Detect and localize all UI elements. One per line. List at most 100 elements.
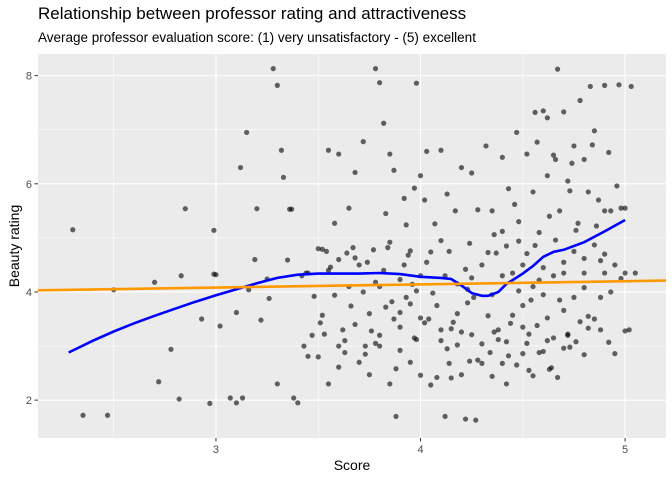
data-point bbox=[557, 297, 563, 303]
x-axis-ticks: 3 4 5 bbox=[213, 438, 628, 456]
data-point bbox=[524, 340, 530, 346]
data-point bbox=[514, 129, 520, 136]
data-point bbox=[381, 267, 387, 273]
data-point bbox=[207, 400, 213, 406]
data-point bbox=[571, 143, 577, 149]
data-point bbox=[372, 66, 379, 72]
data-point bbox=[550, 273, 557, 279]
data-point bbox=[311, 293, 317, 299]
data-point bbox=[595, 197, 602, 203]
data-point bbox=[70, 227, 76, 233]
data-point bbox=[544, 315, 550, 321]
data-point bbox=[252, 256, 258, 263]
data-point bbox=[524, 250, 530, 257]
data-point bbox=[417, 173, 424, 179]
data-point bbox=[503, 243, 510, 249]
data-point bbox=[550, 335, 557, 341]
data-point bbox=[342, 338, 348, 344]
data-point bbox=[544, 173, 550, 179]
data-point bbox=[493, 250, 499, 256]
data-point bbox=[573, 339, 579, 345]
data-point bbox=[467, 240, 473, 246]
data-point bbox=[213, 272, 219, 278]
data-point bbox=[233, 400, 240, 406]
data-point bbox=[628, 83, 634, 90]
data-point bbox=[540, 292, 546, 298]
data-point bbox=[401, 262, 407, 268]
data-point bbox=[458, 329, 465, 335]
data-point bbox=[383, 304, 389, 310]
data-point bbox=[428, 249, 434, 255]
data-point bbox=[581, 255, 587, 262]
data-point bbox=[381, 120, 387, 126]
data-point bbox=[487, 349, 493, 356]
data-point bbox=[471, 294, 477, 300]
data-point bbox=[182, 206, 188, 212]
data-point bbox=[346, 205, 352, 211]
data-point bbox=[520, 324, 526, 330]
data-point bbox=[516, 238, 522, 244]
x-tick-label: 3 bbox=[213, 444, 219, 456]
data-point bbox=[591, 128, 598, 134]
y-tick-label: 4 bbox=[26, 287, 32, 299]
data-point bbox=[499, 360, 505, 366]
data-point bbox=[526, 367, 532, 373]
data-point bbox=[362, 351, 368, 357]
data-point bbox=[618, 205, 624, 211]
data-point bbox=[509, 270, 516, 276]
data-point bbox=[614, 183, 620, 189]
x-axis-title: Score bbox=[334, 457, 371, 473]
data-point bbox=[387, 239, 393, 245]
data-point bbox=[319, 312, 325, 318]
data-point bbox=[417, 315, 424, 321]
data-point bbox=[80, 412, 86, 418]
data-point bbox=[407, 301, 413, 307]
data-point bbox=[446, 360, 452, 366]
data-point bbox=[530, 283, 536, 290]
data-point bbox=[499, 154, 505, 160]
data-point bbox=[274, 381, 280, 387]
data-point bbox=[391, 316, 397, 322]
data-point bbox=[332, 292, 338, 298]
data-point bbox=[585, 313, 591, 319]
data-point bbox=[352, 169, 358, 176]
data-point bbox=[608, 289, 614, 295]
data-point bbox=[266, 295, 272, 302]
data-point bbox=[475, 357, 481, 363]
chart-title: Relationship between professor rating an… bbox=[38, 4, 467, 23]
x-tick-label: 5 bbox=[622, 444, 628, 456]
data-point bbox=[548, 365, 555, 371]
data-point bbox=[585, 325, 591, 331]
data-point bbox=[591, 316, 598, 322]
data-point bbox=[571, 248, 577, 255]
data-point bbox=[403, 222, 409, 228]
data-point bbox=[327, 264, 334, 270]
data-point bbox=[321, 331, 327, 337]
data-point bbox=[532, 109, 538, 116]
data-point bbox=[612, 351, 618, 357]
data-point bbox=[356, 262, 362, 268]
data-point bbox=[254, 206, 260, 212]
data-point bbox=[291, 395, 297, 401]
data-point bbox=[491, 232, 497, 238]
data-point bbox=[317, 320, 323, 326]
data-point bbox=[448, 326, 454, 332]
data-point bbox=[289, 206, 295, 212]
y-axis-ticks: 2 4 6 8 bbox=[26, 71, 38, 407]
data-point bbox=[377, 80, 383, 86]
data-point bbox=[284, 257, 291, 263]
data-point bbox=[512, 201, 518, 207]
data-point bbox=[591, 242, 598, 248]
data-point bbox=[397, 309, 403, 316]
data-point bbox=[622, 328, 628, 334]
data-point bbox=[462, 266, 469, 272]
data-point bbox=[554, 374, 561, 381]
data-point bbox=[244, 129, 250, 136]
data-point bbox=[448, 375, 454, 381]
data-point bbox=[246, 287, 252, 293]
data-point bbox=[336, 256, 342, 263]
data-point bbox=[571, 294, 577, 300]
data-point bbox=[520, 262, 526, 268]
data-point bbox=[372, 279, 379, 285]
data-point bbox=[458, 372, 465, 378]
